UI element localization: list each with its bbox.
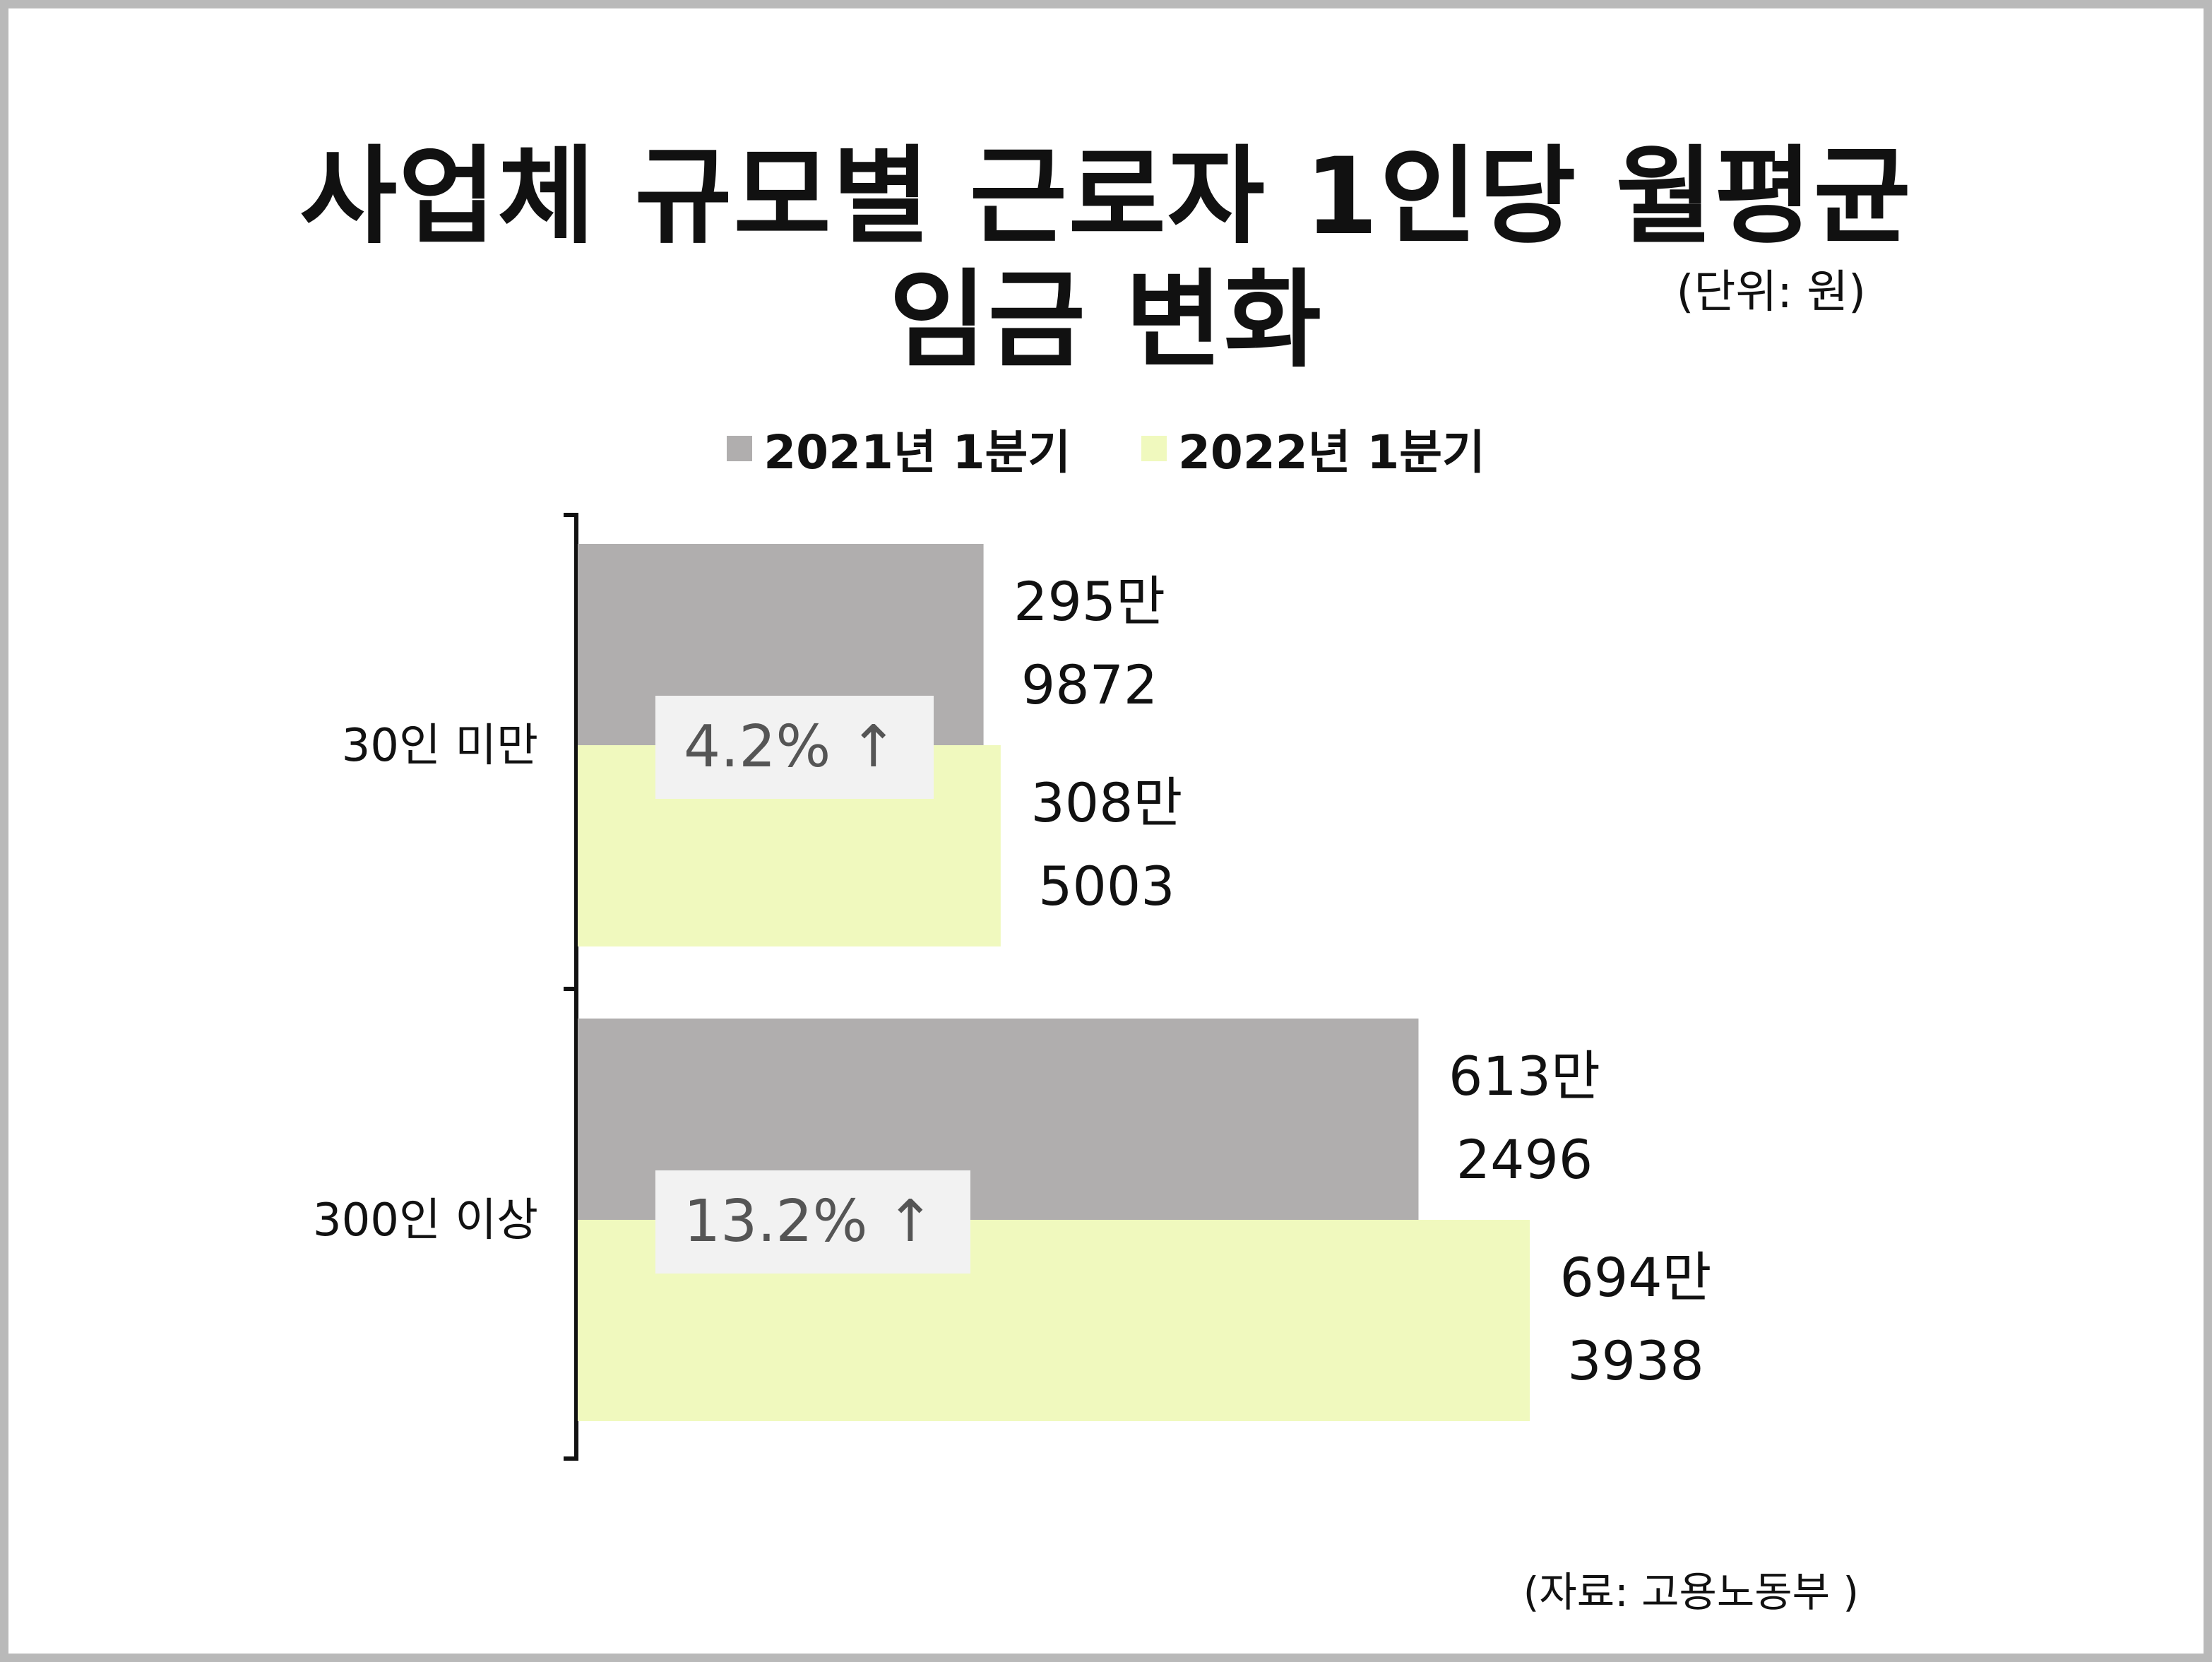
category-label: 300인 이상 <box>313 1194 538 1247</box>
legend-swatch-2021 <box>727 436 753 461</box>
data-label: 5003 <box>1038 855 1175 918</box>
data-label: 3938 <box>1567 1329 1703 1392</box>
chart-plot: 30인 미만 295만 9872 308만 5003 4.2% ↑ 300인 이상 613만 2… <box>313 513 1712 1461</box>
legend-item-2021: 2021년 1분기 <box>727 415 1071 482</box>
data-label: 295만 <box>1013 570 1165 633</box>
legend-label-2021: 2021년 1분기 <box>763 425 1071 480</box>
data-label: 694만 <box>1560 1246 1712 1309</box>
source-note: (자료: 고용노동부 ) <box>1523 1568 1859 1616</box>
legend-label-2022: 2022년 1분기 <box>1178 425 1485 480</box>
unit-note: (단위: 원) <box>1676 266 1866 319</box>
change-badge <box>655 1170 970 1274</box>
chart-title-line-1: 사업체 규모별 근로자 1인당 월평균 <box>299 136 1913 259</box>
legend-item-2022: 2022년 1분기 <box>1141 415 1485 482</box>
data-label: 2496 <box>1456 1128 1593 1191</box>
data-label: 308만 <box>1030 771 1182 834</box>
change-badge-label: 4.2% ↑ <box>684 713 898 780</box>
category-label: 30인 미만 <box>342 720 538 772</box>
change-badge <box>655 696 934 799</box>
change-badge-label: 13.2% ↑ <box>684 1188 934 1255</box>
chart-title-line-2: 임금 변화 <box>888 259 1324 382</box>
data-label: 9872 <box>1021 653 1158 716</box>
data-label: 613만 <box>1449 1045 1600 1108</box>
legend-swatch-2022 <box>1141 436 1167 461</box>
chart-legend: 2021년 1분기 2022년 1분기 <box>8 415 2204 482</box>
